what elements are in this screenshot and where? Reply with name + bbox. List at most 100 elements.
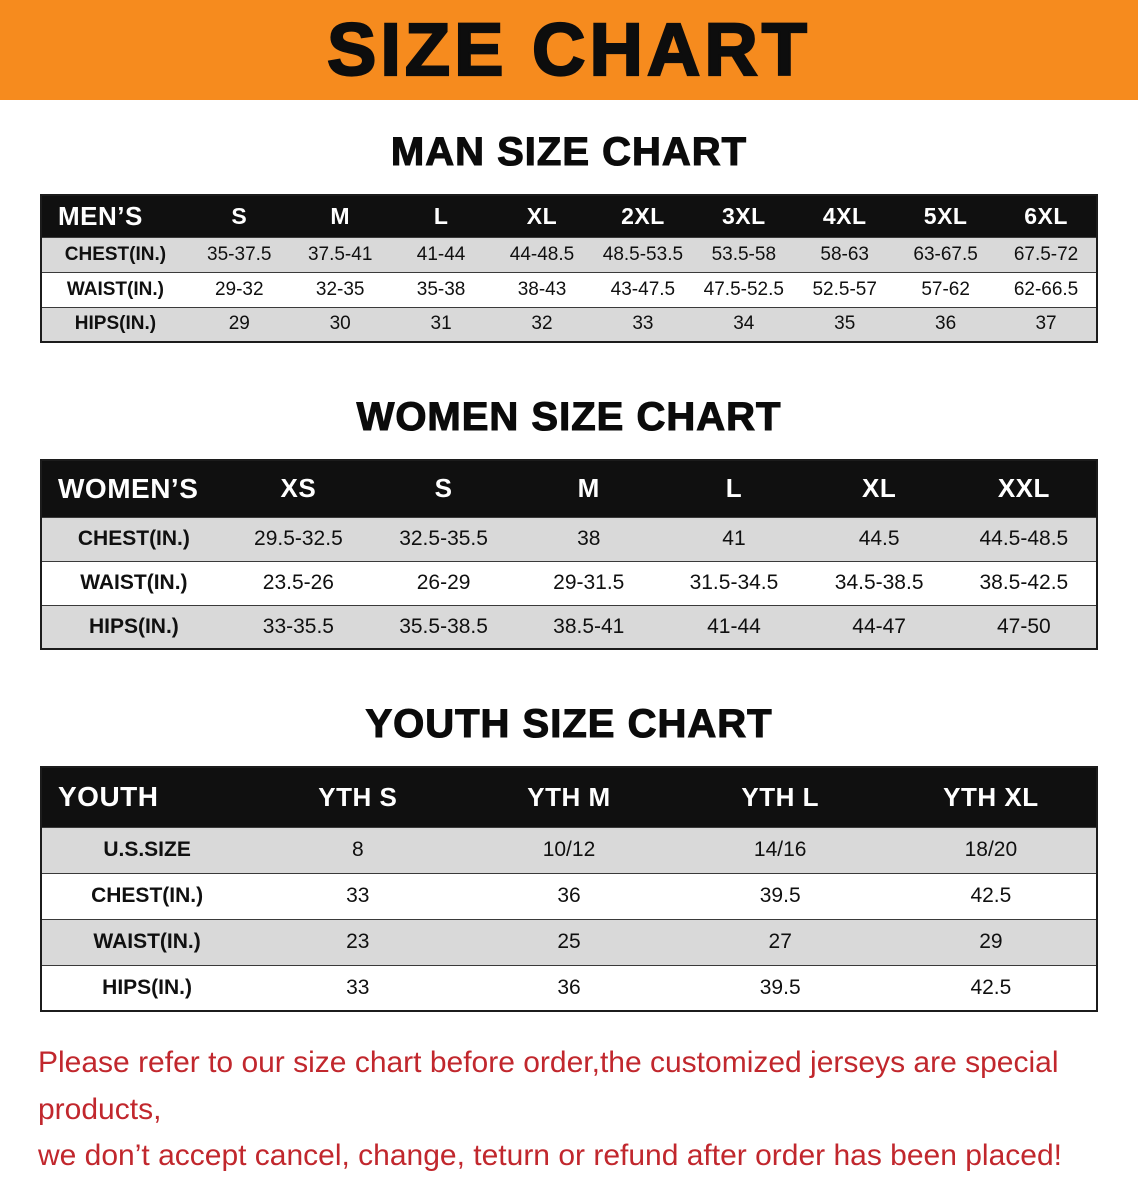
- disclaimer: Please refer to our size chart before or…: [0, 1012, 1138, 1198]
- size-value-cell: 47.5-52.5: [693, 271, 795, 307]
- size-value-cell: 29: [885, 918, 1097, 965]
- table-row: U.S.SIZE 8 10/12 14/16 18/20: [41, 826, 1097, 873]
- size-value-cell: 29: [188, 306, 290, 342]
- row-label-cell: CHEST(IN.): [41, 516, 226, 561]
- size-header-cell: YTH L: [674, 767, 886, 827]
- size-header-cell: 3XL: [693, 195, 795, 237]
- size-value-cell: 42.5: [885, 872, 1097, 919]
- size-value-cell: 25: [463, 918, 675, 965]
- size-value-cell: 63-67.5: [895, 236, 997, 272]
- table-row: CHEST(IN.) 29.5-32.5 32.5-35.5 38 41 44.5 44.5…: [41, 516, 1097, 561]
- table-title-cell: WOMEN’S: [41, 460, 226, 517]
- men-section-heading: MAN SIZE CHART: [390, 129, 748, 174]
- size-header-cell: S: [370, 460, 517, 517]
- size-value-cell: 41-44: [390, 236, 492, 272]
- table-header-row: MEN’S S M L XL 2XL 3XL 4XL 5XL 6XL: [41, 195, 1097, 237]
- size-value-cell: 37: [996, 306, 1097, 342]
- size-value-cell: 43-47.5: [592, 271, 694, 307]
- size-value-cell: 44-47: [806, 604, 952, 649]
- size-value-cell: 26-29: [370, 560, 517, 605]
- youth-size-section: YOUTH SIZE CHART YOUTH YTH S YTH M YTH L YTH…: [0, 701, 1138, 1012]
- size-header-cell: XXL: [951, 460, 1097, 517]
- disclaimer-line-2: we don’t accept cancel, change, teturn o…: [38, 1139, 1062, 1172]
- size-value-cell: 44.5: [806, 516, 952, 561]
- row-label-cell: HIPS(IN.): [41, 964, 253, 1011]
- size-value-cell: 36: [895, 306, 997, 342]
- size-value-cell: 32: [491, 306, 593, 342]
- size-header-cell: S: [188, 195, 290, 237]
- size-value-cell: 52.5-57: [794, 271, 896, 307]
- size-header-cell: L: [661, 460, 807, 517]
- size-value-cell: 48.5-53.5: [592, 236, 694, 272]
- size-value-cell: 29-31.5: [516, 560, 662, 605]
- size-value-cell: 34.5-38.5: [806, 560, 952, 605]
- size-value-cell: 10/12: [463, 826, 675, 873]
- size-value-cell: 23: [252, 918, 464, 965]
- table-row: CHEST(IN.) 35-37.5 37.5-41 41-44 44-48.5 48.5…: [41, 236, 1097, 272]
- size-value-cell: 41-44: [661, 604, 807, 649]
- size-header-cell: XL: [491, 195, 593, 237]
- size-value-cell: 27: [674, 918, 886, 965]
- size-value-cell: 33: [252, 872, 464, 919]
- table-row: HIPS(IN.) 33-35.5 35.5-38.5 38.5-41 41-44 44-…: [41, 604, 1097, 649]
- size-value-cell: 32.5-35.5: [370, 516, 517, 561]
- youth-section-heading: YOUTH SIZE CHART: [365, 701, 773, 746]
- row-label-cell: CHEST(IN.): [41, 872, 253, 919]
- table-row: HIPS(IN.) 29 30 31 32 33 34 35 36 37: [41, 306, 1097, 342]
- size-value-cell: 57-62: [895, 271, 997, 307]
- size-value-cell: 41: [661, 516, 807, 561]
- size-value-cell: 31.5-34.5: [661, 560, 807, 605]
- table-row: WAIST(IN.) 29-32 32-35 35-38 38-43 43-47.5 47.…: [41, 271, 1097, 307]
- size-value-cell: 58-63: [794, 236, 896, 272]
- size-header-cell: XS: [225, 460, 371, 517]
- size-value-cell: 42.5: [885, 964, 1097, 1011]
- women-table-wrap: WOMEN’S XS S M L XL XXL CHEST(IN.) 29.5-32.5 32.5…: [0, 459, 1138, 650]
- size-header-cell: 5XL: [895, 195, 997, 237]
- size-value-cell: 35-38: [390, 271, 492, 307]
- table-row: WAIST(IN.) 23.5-26 26-29 29-31.5 31.5-34.5 34…: [41, 560, 1097, 605]
- size-value-cell: 35: [794, 306, 896, 342]
- size-header-cell: L: [390, 195, 492, 237]
- size-value-cell: 36: [463, 964, 675, 1011]
- size-header-cell: XL: [806, 460, 952, 517]
- row-label-cell: CHEST(IN.): [41, 236, 189, 272]
- size-value-cell: 33: [592, 306, 694, 342]
- row-label-cell: HIPS(IN.): [41, 604, 226, 649]
- banner: SIZE CHART: [0, 0, 1138, 100]
- size-value-cell: 33-35.5: [225, 604, 371, 649]
- size-value-cell: 36: [463, 872, 675, 919]
- table-title-cell: MEN’S: [41, 195, 189, 237]
- size-value-cell: 34: [693, 306, 795, 342]
- size-value-cell: 38.5-41: [516, 604, 662, 649]
- men-size-section: MAN SIZE CHART MEN’S S M L XL 2XL 3XL 4XL 5XL 6XL…: [0, 129, 1138, 343]
- size-header-cell: YTH S: [252, 767, 464, 827]
- size-header-cell: YTH M: [463, 767, 675, 827]
- size-value-cell: 31: [390, 306, 492, 342]
- size-value-cell: 35-37.5: [188, 236, 290, 272]
- size-value-cell: 62-66.5: [996, 271, 1097, 307]
- youth-table-wrap: YOUTH YTH S YTH M YTH L YTH XL U.S.SIZE 8 10/12…: [0, 766, 1138, 1012]
- size-value-cell: 35.5-38.5: [370, 604, 517, 649]
- size-header-cell: 2XL: [592, 195, 694, 237]
- size-value-cell: 38: [516, 516, 662, 561]
- size-value-cell: 8: [252, 826, 464, 873]
- size-value-cell: 29.5-32.5: [225, 516, 371, 561]
- size-header-cell: 6XL: [996, 195, 1097, 237]
- size-value-cell: 53.5-58: [693, 236, 795, 272]
- size-value-cell: 29-32: [188, 271, 290, 307]
- size-header-cell: M: [289, 195, 391, 237]
- row-label-cell: WAIST(IN.): [41, 271, 189, 307]
- youth-size-table: YOUTH YTH S YTH M YTH L YTH XL U.S.SIZE 8 10/12…: [40, 766, 1098, 1012]
- size-value-cell: 39.5: [674, 964, 886, 1011]
- size-value-cell: 14/16: [674, 826, 886, 873]
- size-value-cell: 47-50: [951, 604, 1097, 649]
- size-header-cell: M: [516, 460, 662, 517]
- size-value-cell: 67.5-72: [996, 236, 1097, 272]
- row-label-cell: WAIST(IN.): [41, 918, 253, 965]
- size-value-cell: 30: [289, 306, 391, 342]
- size-value-cell: 44.5-48.5: [951, 516, 1097, 561]
- table-title-cell: YOUTH: [41, 767, 253, 827]
- men-size-table: MEN’S S M L XL 2XL 3XL 4XL 5XL 6XL CHEST(IN.) 35-37…: [40, 194, 1098, 343]
- women-section-heading: WOMEN SIZE CHART: [356, 394, 782, 439]
